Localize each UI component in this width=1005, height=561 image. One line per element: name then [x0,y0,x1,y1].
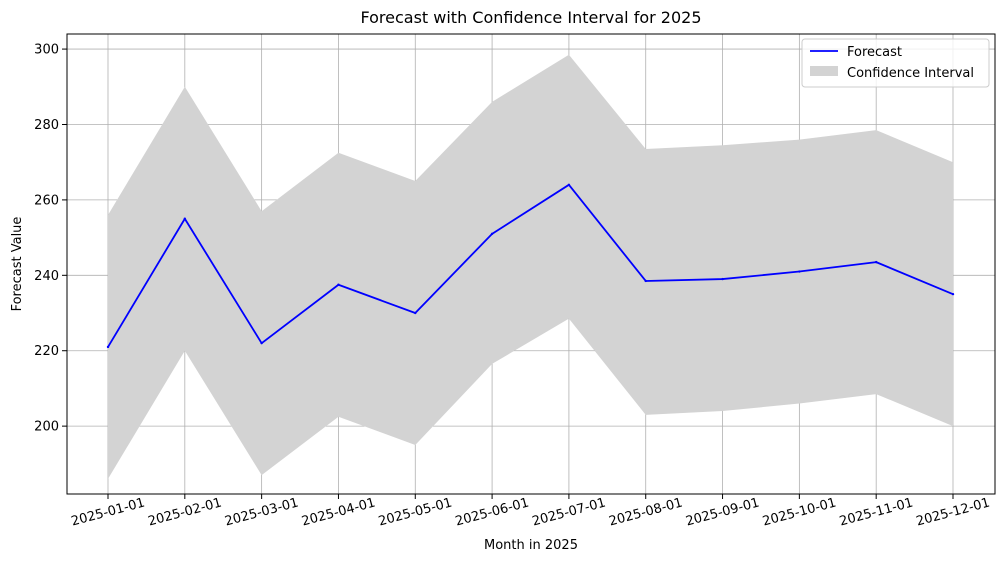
forecast-point [106,345,110,349]
x-tick-label: 2025-09-01 [684,495,761,529]
forecast-line [107,183,954,348]
x-tick-label: 2025-06-01 [454,495,531,529]
x-axis-title: Month in 2025 [484,538,578,553]
forecast-point [567,183,571,187]
y-tick-label: 260 [34,193,59,208]
y-tick-label: 280 [34,118,59,133]
forecast-point [644,279,647,283]
x-tick-label: 2025-01-01 [70,495,147,529]
x-tick-label: 2025-04-01 [300,495,377,529]
forecast-line-layer [106,183,955,349]
x-tick-label: 2025-03-01 [223,495,300,529]
forecast-point [337,283,340,286]
legend-forecast-label: Forecast [847,45,902,60]
x-tick-label: 2025-10-01 [761,495,838,529]
forecast-point [798,270,801,273]
chart-title: Forecast with Confidence Interval for 20… [360,8,701,27]
forecast-point [183,217,187,220]
x-tick-label: 2025-02-01 [147,495,224,529]
confidence-interval-band [108,54,953,479]
x-tick-label: 2025-12-01 [915,495,992,529]
legend-frame [801,38,990,88]
forecast-point [490,232,494,236]
x-axis: 2025-01-01 2025-02-01 2025-03-01 2025-04-01… [70,494,992,530]
x-tick-label: 2025-08-01 [607,495,684,529]
forecast-point [721,277,724,281]
x-tick-label: 2025-11-01 [838,495,915,529]
forecast-point [951,292,955,296]
y-axis: 200 220 240 260 280 300 [34,43,67,435]
confidence-band-layer [108,54,953,479]
y-tick-label: 300 [34,43,59,58]
x-tick-label: 2025-05-01 [377,495,454,529]
forecast-point [874,260,878,264]
forecast-point [260,341,263,345]
y-axis-title: Forecast Value [10,217,25,312]
legend-confidence-label: Confidence Interval [847,66,974,81]
legend-confidence-swatch [810,66,838,76]
y-tick-label: 220 [34,344,59,359]
y-tick-label: 240 [34,269,59,284]
legend: Forecast Confidence Interval [801,38,990,88]
forecast-point [414,311,417,315]
x-tick-label: 2025-07-01 [531,495,608,529]
plot-frame [66,33,996,495]
y-tick-label: 200 [34,420,59,435]
